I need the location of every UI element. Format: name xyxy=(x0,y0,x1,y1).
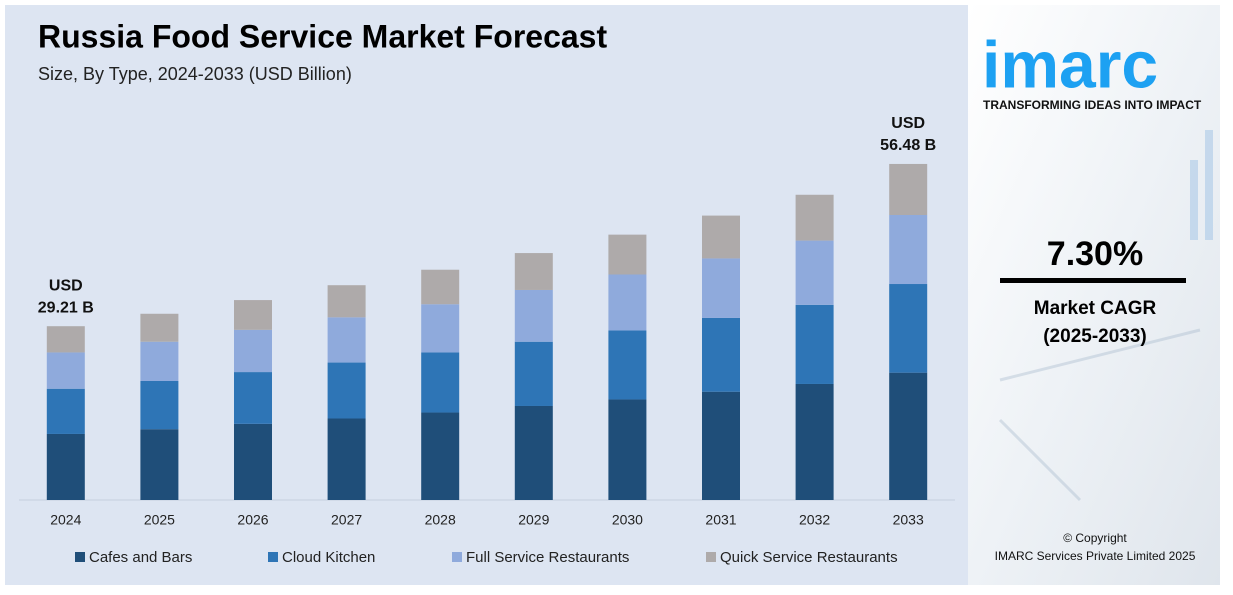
legend-swatch xyxy=(452,552,462,562)
bar-segment xyxy=(421,352,460,413)
bar-segment xyxy=(795,304,834,384)
side-decoration xyxy=(998,130,1213,502)
bar-segment xyxy=(795,383,834,500)
legend-swatch xyxy=(706,552,716,562)
cagr-value: 7.30% xyxy=(1047,235,1143,273)
bar-segment xyxy=(234,300,272,330)
bar-segment xyxy=(795,240,834,305)
total-label: 29.21 B xyxy=(38,299,94,316)
cagr-rule xyxy=(1000,278,1186,283)
bar-segment xyxy=(46,326,85,353)
bar-segment xyxy=(608,399,647,500)
legend-label: Full Service Restaurants xyxy=(466,549,629,566)
legend-label: Cloud Kitchen xyxy=(282,549,375,566)
logo: imarc xyxy=(982,27,1158,101)
bar-segment xyxy=(234,423,272,500)
bar-segment xyxy=(421,269,460,305)
bar-segment xyxy=(702,258,740,318)
bar-segment xyxy=(327,418,366,500)
chart-subtitle: Size, By Type, 2024-2033 (USD Billion) xyxy=(38,64,352,84)
bar-segment xyxy=(421,304,460,353)
bar-segment xyxy=(795,194,834,241)
x-tick-label: 2027 xyxy=(331,512,362,528)
total-label: USD xyxy=(891,115,925,132)
bar-segment xyxy=(514,341,553,406)
x-tick-label: 2025 xyxy=(144,512,175,528)
company: IMARC Services Private Limited 2025 xyxy=(995,549,1196,563)
total-label: USD xyxy=(49,277,83,294)
bar-segment xyxy=(702,391,740,500)
bar-segment xyxy=(608,330,647,400)
chart-title: Russia Food Service Market Forecast xyxy=(38,18,607,54)
bar-segment xyxy=(234,372,272,424)
legend-swatch xyxy=(75,552,85,562)
bar-segment xyxy=(889,214,928,285)
bar-segment xyxy=(327,362,366,419)
cagr-label: Market CAGR xyxy=(1034,298,1157,319)
bar-segment xyxy=(46,433,85,500)
bar-segment xyxy=(702,215,740,259)
total-label: 56.48 B xyxy=(880,137,936,154)
bar-segment xyxy=(421,412,460,500)
bar-segment xyxy=(140,381,179,430)
legend-swatch xyxy=(268,552,278,562)
bar-segment xyxy=(46,388,85,434)
legend-label: Cafes and Bars xyxy=(89,549,192,566)
x-tick-label: 2032 xyxy=(799,512,830,528)
x-tick-label: 2030 xyxy=(612,512,643,528)
bar-segment xyxy=(140,313,179,342)
bar-segment xyxy=(608,274,647,331)
bar-segment xyxy=(140,429,179,500)
bar-segment xyxy=(514,289,553,342)
bar-segment xyxy=(140,341,179,381)
bar-segment xyxy=(608,234,647,275)
x-tick-label: 2033 xyxy=(893,512,924,528)
bar-segment xyxy=(889,163,928,215)
copyright: © Copyright xyxy=(1063,531,1127,545)
x-tick-label: 2029 xyxy=(518,512,549,528)
side-background xyxy=(968,5,1220,585)
legend-label: Quick Service Restaurants xyxy=(720,549,898,566)
bar-segment xyxy=(327,317,366,363)
bar-segment xyxy=(514,253,553,290)
bar-segment xyxy=(889,372,928,500)
x-tick-label: 2026 xyxy=(237,512,268,528)
x-tick-label: 2028 xyxy=(425,512,456,528)
x-tick-label: 2031 xyxy=(705,512,736,528)
tagline: TRANSFORMING IDEAS INTO IMPACT xyxy=(983,98,1202,112)
x-tick-label: 2024 xyxy=(50,512,81,528)
bar-segment xyxy=(234,329,272,373)
cagr-period: (2025-2033) xyxy=(1043,326,1147,347)
bar-segment xyxy=(889,284,928,373)
bar-segment xyxy=(327,285,366,318)
bar-segment xyxy=(46,352,85,389)
bar-segment xyxy=(514,405,553,500)
bar-segment xyxy=(702,317,740,392)
